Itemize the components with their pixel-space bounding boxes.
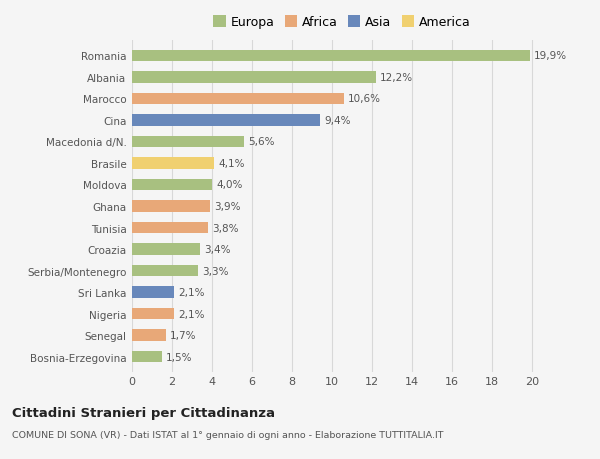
Text: 1,5%: 1,5% bbox=[166, 352, 193, 362]
Text: 1,7%: 1,7% bbox=[170, 330, 197, 340]
Bar bbox=[132, 72, 376, 84]
Text: 3,8%: 3,8% bbox=[212, 223, 239, 233]
Legend: Europa, Africa, Asia, America: Europa, Africa, Asia, America bbox=[211, 14, 473, 32]
Bar bbox=[132, 351, 162, 363]
Text: Cittadini Stranieri per Cittadinanza: Cittadini Stranieri per Cittadinanza bbox=[12, 406, 275, 419]
Text: 3,3%: 3,3% bbox=[202, 266, 229, 276]
Bar bbox=[132, 179, 212, 191]
Bar bbox=[132, 201, 210, 213]
Bar bbox=[132, 330, 166, 341]
Text: 3,4%: 3,4% bbox=[204, 245, 230, 254]
Text: 2,1%: 2,1% bbox=[178, 287, 205, 297]
Text: 2,1%: 2,1% bbox=[178, 309, 205, 319]
Text: 9,4%: 9,4% bbox=[324, 116, 350, 126]
Text: COMUNE DI SONA (VR) - Dati ISTAT al 1° gennaio di ogni anno - Elaborazione TUTTI: COMUNE DI SONA (VR) - Dati ISTAT al 1° g… bbox=[12, 431, 443, 440]
Bar bbox=[132, 115, 320, 127]
Bar bbox=[132, 136, 244, 148]
Bar bbox=[132, 158, 214, 169]
Bar bbox=[132, 222, 208, 234]
Bar bbox=[132, 50, 530, 62]
Text: 12,2%: 12,2% bbox=[380, 73, 413, 83]
Text: 4,0%: 4,0% bbox=[216, 180, 242, 190]
Bar bbox=[132, 308, 174, 320]
Text: 3,9%: 3,9% bbox=[214, 202, 241, 212]
Bar bbox=[132, 265, 198, 277]
Text: 19,9%: 19,9% bbox=[534, 51, 567, 62]
Bar bbox=[132, 93, 344, 105]
Text: 10,6%: 10,6% bbox=[348, 94, 381, 104]
Text: 5,6%: 5,6% bbox=[248, 137, 275, 147]
Bar bbox=[132, 244, 200, 255]
Bar bbox=[132, 286, 174, 298]
Text: 4,1%: 4,1% bbox=[218, 159, 245, 168]
